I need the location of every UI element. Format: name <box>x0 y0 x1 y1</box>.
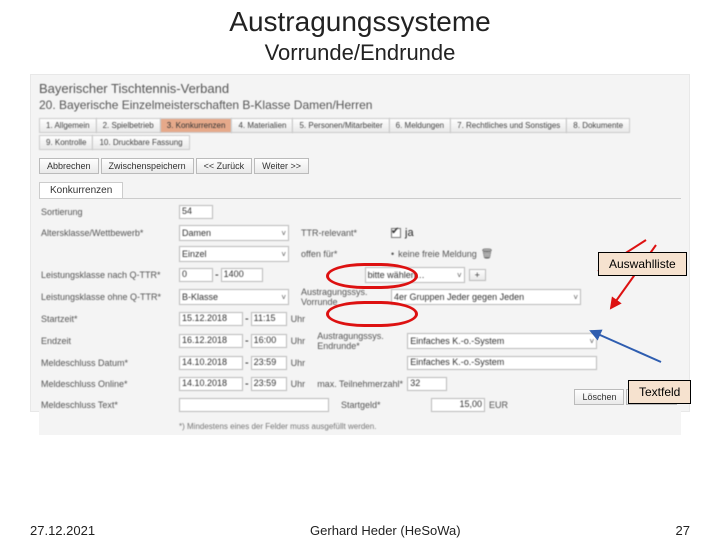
slide-subtitle: Vorrunde/Endrunde <box>0 40 720 66</box>
label-altersklasse: Altersklasse/Wettbewerb* <box>39 228 179 238</box>
input-sortierung[interactable]: 54 <box>179 205 213 219</box>
nav-tab-8[interactable]: 9. Kontrolle <box>39 135 93 150</box>
text-keine-freie: keine freie Meldung <box>398 249 477 259</box>
save-draft-button[interactable]: Zwischenspeichern <box>101 158 194 174</box>
input-q-from[interactable]: 0 <box>179 268 213 282</box>
label-austragung-vr: Austragungssys. Vorrunde <box>301 287 387 307</box>
callout-textfeld: Textfeld <box>628 380 691 404</box>
next-button[interactable]: Weiter >> <box>254 158 309 174</box>
nav-tab-5[interactable]: 6. Meldungen <box>389 118 451 133</box>
add-button[interactable]: + <box>469 269 486 281</box>
nav-tab-4[interactable]: 5. Personen/Mitarbeiter <box>292 118 389 133</box>
app-header-1: Bayerischer Tischtennis-Verband <box>39 81 681 96</box>
input-mso-time[interactable]: 23:59 <box>251 377 287 391</box>
app-screenshot: Bayerischer Tischtennis-Verband 20. Baye… <box>30 74 690 412</box>
input-start-time[interactable]: 11:15 <box>251 312 287 326</box>
nav-tab-7[interactable]: 8. Dokumente <box>566 118 630 133</box>
footnote: *) Mindestens eines der Felder muss ausg… <box>179 422 376 431</box>
label-meldeschluss-online: Meldeschluss Online* <box>39 379 179 389</box>
label-ttr: TTR-relevant* <box>301 228 387 238</box>
select-austragung-er[interactable]: Einfaches K.-o.-System <box>407 333 597 349</box>
checkbox-ttr-ja[interactable] <box>391 228 401 238</box>
label-sortierung: Sortierung <box>39 207 179 217</box>
input-er-text[interactable]: Einfaches K.-o.-System <box>407 356 597 370</box>
cancel-button[interactable]: Abbrechen <box>39 158 99 174</box>
label-meldeschluss-datum: Meldeschluss Datum* <box>39 358 179 368</box>
footer-page: 27 <box>676 523 690 538</box>
input-q-to[interactable]: 1400 <box>221 268 263 282</box>
nav-tab-9[interactable]: 10. Druckbare Fassung <box>92 135 189 150</box>
nav-tab-3[interactable]: 4. Materialien <box>231 118 293 133</box>
input-end-time[interactable]: 16:00 <box>251 334 287 348</box>
label-startzeit: Startzeit* <box>39 314 179 324</box>
input-end-date[interactable]: 16.12.2018 <box>179 334 243 348</box>
label-max-tn: max. Teilnehmerzahl* <box>317 379 403 389</box>
select-bklasse[interactable]: B-Klasse <box>179 289 289 305</box>
label-austragung-er: Austragungssys. Endrunde* <box>317 331 403 351</box>
label-startgeld: Startgeld* <box>341 400 427 410</box>
select-austragung-vr[interactable]: 4er Gruppen Jeder gegen Jeden <box>391 289 581 305</box>
trash-icon[interactable]: 🗑 <box>481 249 494 260</box>
label-leistung-q: Leistungsklasse nach Q-TTR* <box>39 270 179 280</box>
delete-button[interactable]: Löschen <box>574 389 624 405</box>
nav-tab-1[interactable]: 2. Spielbetrieb <box>96 118 161 133</box>
nav-tab-2[interactable]: 3. Konkurrenzen <box>160 118 233 133</box>
input-ms-text[interactable] <box>179 398 329 412</box>
input-max-tn[interactable]: 32 <box>407 377 447 391</box>
nav-tab-6[interactable]: 7. Rechtliches und Sonstiges <box>450 118 567 133</box>
select-altersklasse[interactable]: Damen <box>179 225 289 241</box>
back-button[interactable]: << Zurück <box>196 158 253 174</box>
section-tab[interactable]: Konkurrenzen <box>39 182 123 198</box>
select-einzel[interactable]: Einzel <box>179 246 289 262</box>
input-ms-date[interactable]: 14.10.2018 <box>179 356 243 370</box>
input-startgeld[interactable]: 15,00 <box>431 398 485 412</box>
input-mso-date[interactable]: 14.10.2018 <box>179 377 243 391</box>
tab-bar: 1. Allgemein2. Spielbetrieb3. Konkurrenz… <box>39 118 681 152</box>
app-header-2: 20. Bayerische Einzelmeisterschaften B-K… <box>39 98 681 112</box>
action-button-row: Abbrechen Zwischenspeichern << Zurück We… <box>39 158 681 174</box>
nav-tab-0[interactable]: 1. Allgemein <box>39 118 97 133</box>
label-leistung-ohne: Leistungsklasse ohne Q-TTR* <box>39 292 179 302</box>
label-endzeit: Endzeit <box>39 336 179 346</box>
footer-author: Gerhard Heder (HeSoWa) <box>310 523 461 538</box>
input-start-date[interactable]: 15.12.2018 <box>179 312 243 326</box>
slide-footer: 27.12.2021 Gerhard Heder (HeSoWa) 27 <box>0 523 720 538</box>
select-bitte[interactable]: bitte wählen… <box>365 267 465 283</box>
text-ja: ja <box>405 227 414 239</box>
callout-auswahlliste: Auswahlliste <box>598 252 687 276</box>
label-offen: offen für* <box>301 249 387 259</box>
label-meldeschluss-text: Meldeschluss Text* <box>39 400 179 410</box>
slide-title: Austragungssysteme <box>0 6 720 38</box>
footer-date: 27.12.2021 <box>30 523 95 538</box>
input-ms-time[interactable]: 23:59 <box>251 356 287 370</box>
